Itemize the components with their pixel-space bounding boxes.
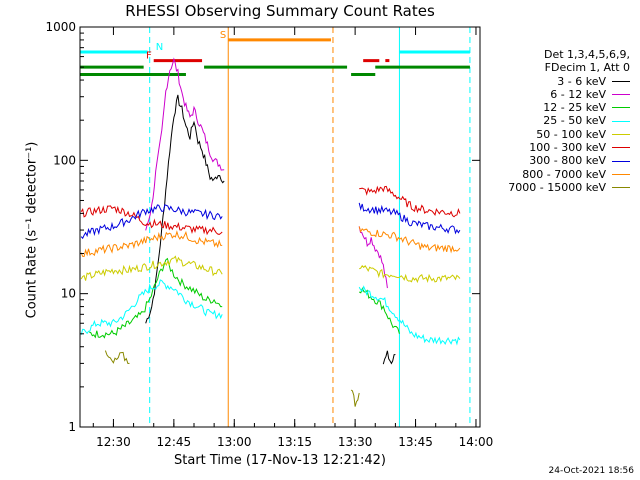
legend-header-line-2: FDecim 1, Att 0 <box>544 61 630 75</box>
x-tick-label-6: 14:00 <box>459 435 494 449</box>
series-line-7-seg-1 <box>358 226 461 254</box>
series-line-5-seg-1 <box>359 185 461 218</box>
legend-swatch <box>612 133 630 135</box>
axes: 12:30 12:45 13:00 13:15 13:30 13:45 14:00 1 10 10… <box>45 20 493 449</box>
legend-entry-5: 100 - 300 keV <box>508 141 630 154</box>
state-bar-label-RD0: RD0 <box>57 57 78 68</box>
render-timestamp: 24-Oct-2021 18:56 <box>548 466 634 476</box>
legend-swatch <box>612 94 630 96</box>
series-line-3-seg-0 <box>80 279 223 335</box>
legend-entry-6: 300 - 800 keV <box>508 154 630 167</box>
series-line-7-seg-0 <box>80 230 223 258</box>
legend-entry-8: 7000 - 15000 keV <box>508 181 630 194</box>
series-line-2-seg-0 <box>89 257 223 339</box>
state-bar-label-N: N <box>156 42 163 53</box>
series-line-2-seg-1 <box>358 287 400 334</box>
legend-entry-label: 6 - 12 keV <box>550 87 606 101</box>
x-tick-label-2: 13:00 <box>217 435 252 449</box>
series-line-8-seg-0 <box>104 350 130 365</box>
y-tick-label-3: 1000 <box>45 20 76 34</box>
legend-swatch <box>612 160 630 162</box>
x-tick-label-0: 12:30 <box>96 435 131 449</box>
legend-header-line-1: Det 1,3,4,5,6,9, <box>543 48 630 61</box>
series-line-8-seg-1 <box>350 389 360 407</box>
y-tick-label-2: 100 <box>53 153 76 167</box>
legend-entry-label: 3 - 6 keV <box>557 74 606 88</box>
legend-swatch <box>612 187 630 189</box>
y-axis-label: Count Rate (s⁻¹ detector⁻¹) <box>24 141 40 319</box>
series-line-4-seg-1 <box>359 264 461 284</box>
legend-entry-1: 6 - 12 keV <box>508 88 630 101</box>
series-lines <box>80 57 461 407</box>
legend-swatch <box>612 80 630 82</box>
legend-swatch <box>612 173 630 175</box>
series-line-4-seg-0 <box>80 255 223 281</box>
legend-entry-label: 100 - 300 keV <box>529 141 606 155</box>
legend-swatch <box>612 107 630 109</box>
legend-entry-4: 50 - 100 keV <box>508 128 630 141</box>
x-tick-label-5: 13:45 <box>398 435 433 449</box>
state-bar-label-S: S <box>220 30 226 41</box>
x-tick-label-4: 13:30 <box>338 435 373 449</box>
y-tick-label-1: 10 <box>61 287 76 301</box>
legend-entry-label: 7000 - 15000 keV <box>508 180 606 194</box>
state-bar-label-F: F <box>146 51 152 62</box>
legend: Det 1,3,4,5,6,9, FDecim 1, Att 0 3 - 6 k… <box>508 48 630 194</box>
series-line-3-seg-1 <box>358 285 461 346</box>
legend-entry-label: 12 - 25 keV <box>543 101 606 115</box>
legend-swatch <box>612 147 630 149</box>
legend-entry-7: 800 - 7000 keV <box>508 168 630 181</box>
x-axis-label: Start Time (17-Nov-13 12:21:42) <box>174 453 386 468</box>
legend-entry-2: 12 - 25 keV <box>508 101 630 114</box>
state-bar-label-RD6: RD6 <box>57 65 78 76</box>
series-line-6-seg-0 <box>80 204 223 240</box>
plot-frame <box>79 26 481 428</box>
vertical-markers <box>149 27 471 427</box>
series-line-1-seg-1 <box>358 226 388 289</box>
legend-entry-label: 50 - 100 keV <box>536 127 606 141</box>
x-tick-label-1: 12:45 <box>157 435 192 449</box>
series-line-0-seg-0 <box>145 94 225 324</box>
y-tick-label-0: 1 <box>68 420 76 434</box>
series-line-1-seg-0 <box>145 57 225 231</box>
chart-title: RHESSI Observing Summary Count Rates <box>125 2 435 20</box>
legend-entry-label: 25 - 50 keV <box>543 114 606 128</box>
legend-entry-label: 300 - 800 keV <box>529 154 606 168</box>
legend-entry-3: 25 - 50 keV <box>508 114 630 127</box>
series-line-6-seg-1 <box>358 202 461 235</box>
series-line-5-seg-0 <box>80 205 223 236</box>
legend-entry-0: 3 - 6 keV <box>508 75 630 88</box>
legend-rows: 3 - 6 keV 6 - 12 keV 12 - 25 keV 25 - 50 ke… <box>508 75 630 195</box>
legend-entry-label: 800 - 7000 keV <box>522 167 606 181</box>
legend-swatch <box>612 120 630 122</box>
series-line-0-seg-1 <box>382 350 396 365</box>
x-tick-label-3: 13:15 <box>277 435 312 449</box>
